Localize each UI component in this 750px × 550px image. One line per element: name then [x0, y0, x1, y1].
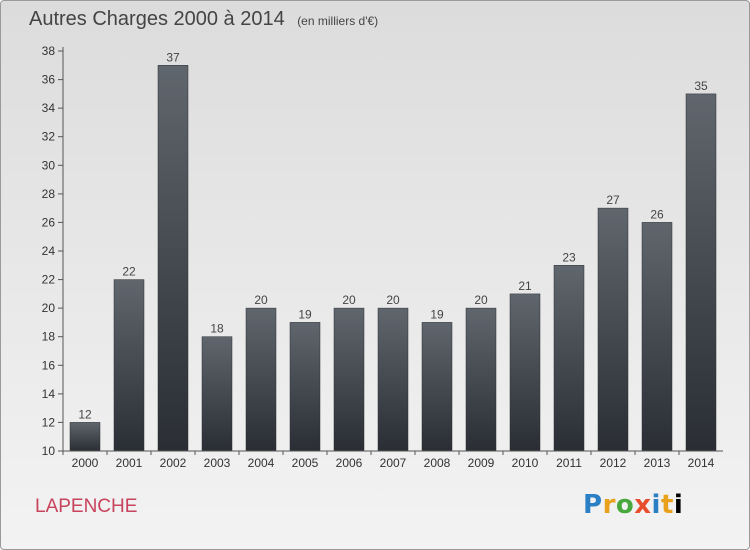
- chart-title-main: Autres Charges 2000 à 2014: [29, 8, 285, 30]
- data-label: 23: [562, 250, 576, 264]
- y-tick-label: 18: [42, 330, 56, 344]
- data-label: 20: [474, 293, 488, 307]
- bar: [641, 222, 673, 452]
- x-tick-label: 2005: [292, 456, 319, 470]
- logo-letter: i: [651, 490, 661, 520]
- data-label: 21: [518, 279, 532, 293]
- y-tick-label: 24: [42, 244, 56, 258]
- x-tick-label: 2001: [116, 456, 143, 470]
- y-tick-label: 26: [42, 215, 56, 229]
- axes: 2000 2001 2002 2003 2004 2005 2006 2007 2008 2009…: [42, 44, 723, 470]
- bar: [553, 265, 585, 452]
- data-label: 18: [210, 322, 224, 336]
- data-label: 22: [122, 265, 136, 279]
- data-label: 19: [298, 307, 312, 321]
- x-tick-label: 2007: [380, 456, 407, 470]
- data-label: 20: [342, 293, 356, 307]
- y-tick-label: 34: [42, 101, 56, 115]
- bar: [69, 422, 101, 452]
- x-tick-label: 2011: [556, 456, 582, 470]
- x-tick-label: 2014: [688, 456, 715, 470]
- bar: [245, 307, 277, 452]
- logo-letter: o: [615, 490, 635, 520]
- x-tick-label: 2006: [336, 456, 363, 470]
- bar: [289, 322, 321, 452]
- data-label: 12: [78, 407, 92, 421]
- bar: [421, 322, 453, 452]
- data-label: 20: [254, 293, 268, 307]
- data-label: 35: [694, 79, 708, 93]
- x-tick-label: 2002: [160, 456, 187, 470]
- logo-letter: x: [634, 490, 652, 520]
- proxiti-logo: Proxiti: [583, 490, 683, 520]
- logo-letter: t: [660, 490, 674, 520]
- bar: [113, 279, 145, 452]
- data-label: 19: [430, 307, 444, 321]
- chart-title-subtitle: (en milliers d'€): [297, 14, 379, 28]
- bar: [465, 307, 497, 452]
- y-tick-label: 28: [42, 187, 56, 201]
- logo-letter: P: [583, 490, 603, 520]
- bar: [597, 207, 629, 452]
- y-tick-label: 32: [42, 130, 56, 144]
- bar: [377, 307, 409, 452]
- data-label: 37: [166, 50, 180, 64]
- bar-series: 12 22 37 18 20 19 20 20 19 20 21 23 27 26 35: [69, 50, 717, 452]
- data-label: 26: [650, 207, 664, 221]
- y-tick-label: 22: [42, 273, 56, 287]
- location-name: LAPENCHE: [35, 496, 138, 517]
- y-tick-label: 16: [42, 358, 56, 372]
- bar: [157, 65, 189, 452]
- bar: [333, 307, 365, 452]
- y-tick-label: 30: [42, 158, 56, 172]
- y-tick-label: 12: [42, 415, 56, 429]
- y-tick-label: 38: [42, 44, 56, 58]
- x-tick-label: 2013: [644, 456, 671, 470]
- y-tick-label: 36: [42, 73, 56, 87]
- bar: [201, 336, 233, 452]
- y-tick-label: 14: [42, 387, 56, 401]
- x-tick-label: 2012: [600, 456, 627, 470]
- chart-title: Autres Charges 2000 à 2014 (en milliers …: [29, 8, 378, 31]
- y-tick-label: 10: [42, 444, 56, 458]
- logo-letter: i: [673, 490, 684, 520]
- x-tick-label: 2004: [248, 456, 275, 470]
- x-tick-label: 2008: [424, 456, 451, 470]
- data-label: 27: [606, 193, 620, 207]
- bar: [685, 93, 717, 452]
- data-label: 20: [386, 293, 400, 307]
- logo-letter: r: [602, 490, 616, 520]
- x-tick-label: 2000: [72, 456, 99, 470]
- y-tick-label: 20: [42, 301, 56, 315]
- x-tick-label: 2009: [468, 456, 495, 470]
- x-tick-label: 2010: [512, 456, 539, 470]
- bar: [509, 293, 541, 452]
- x-tick-label: 2003: [204, 456, 231, 470]
